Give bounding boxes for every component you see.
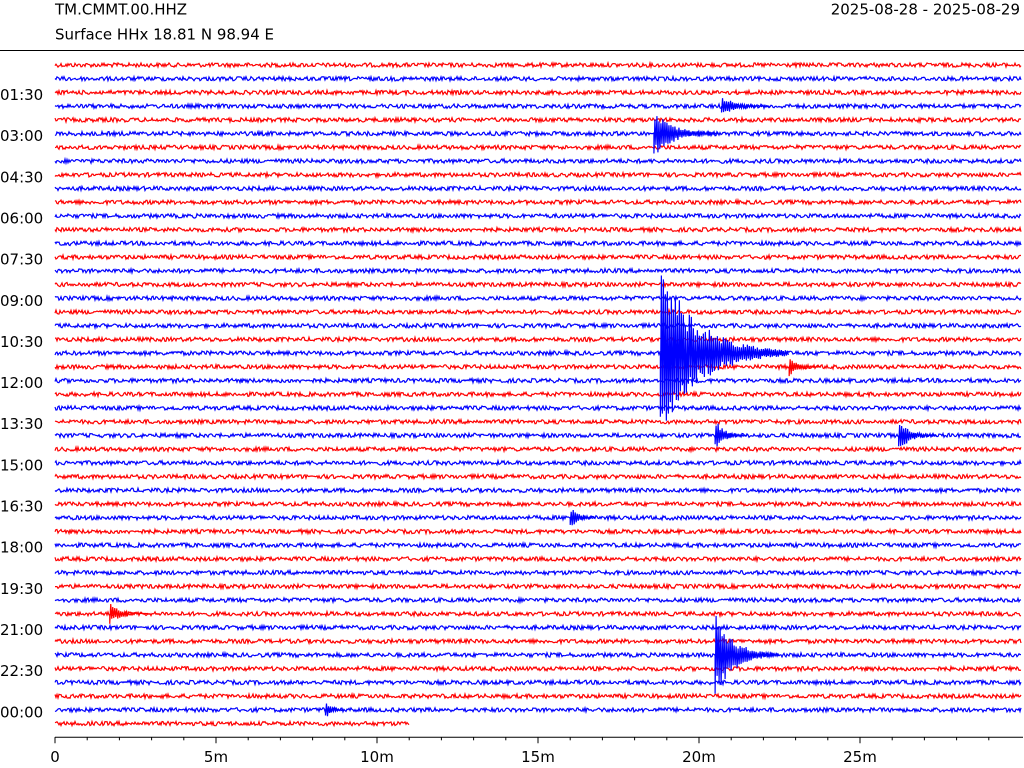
trace [54, 293, 1022, 303]
trace [54, 417, 1022, 426]
trace [54, 211, 1022, 221]
trace [55, 335, 1022, 344]
y-tick-label: 22:30 [0, 662, 43, 680]
trace [54, 376, 1022, 385]
trace [54, 719, 410, 728]
y-tick-label: 06:00 [0, 209, 43, 227]
trace [54, 362, 1022, 372]
trace [54, 513, 1022, 523]
trace [54, 664, 1022, 673]
seismic-event [324, 703, 345, 717]
trace [54, 389, 1022, 399]
y-tick-label: 12:00 [0, 374, 43, 392]
x-tick-label: 15m [521, 748, 555, 766]
trace [54, 458, 1022, 468]
y-tick-label: 13:30 [0, 415, 43, 433]
station-title: TM.CMMT.00.HHZ [54, 1, 187, 19]
trace [54, 568, 1022, 577]
trace [54, 115, 1022, 125]
seismic-event [714, 423, 748, 447]
x-tick-label: 0 [50, 748, 60, 766]
trace [54, 431, 1022, 440]
trace [54, 156, 1022, 166]
trace [54, 623, 1022, 632]
trace [54, 499, 1022, 509]
x-tick-label: 10m [360, 748, 394, 766]
trace [54, 540, 1022, 550]
trace [54, 691, 1022, 701]
y-tick-label: 01:30 [0, 86, 43, 104]
trace [54, 252, 1022, 262]
station-subtitle: Surface HHx 18.81 N 98.94 E [55, 26, 274, 44]
trace [54, 445, 1022, 454]
y-tick-label: 16:30 [0, 498, 43, 516]
trace [54, 678, 1022, 687]
y-tick-label: 19:30 [0, 580, 43, 598]
y-tick-label: 15:00 [0, 456, 43, 474]
trace [54, 239, 1022, 248]
x-tick-label: 25m [843, 748, 877, 766]
trace [54, 609, 1022, 619]
y-tick-label: 09:00 [0, 292, 43, 310]
trace [54, 307, 1022, 317]
y-tick-label: 07:30 [0, 251, 43, 269]
seismic-event [569, 509, 596, 526]
x-tick-label: 20m [682, 748, 716, 766]
trace [54, 266, 1022, 276]
trace [54, 102, 1022, 111]
x-tick-label: 5m [204, 748, 228, 766]
seismic-event [714, 615, 780, 694]
trace [54, 225, 1022, 235]
y-tick-label: 21:00 [0, 621, 43, 639]
trace [54, 554, 1022, 564]
trace [54, 485, 1022, 495]
trace [54, 472, 1022, 481]
trace [54, 527, 1022, 536]
trace [55, 582, 1022, 591]
trace [54, 650, 1022, 660]
trace [54, 88, 1022, 97]
y-tick-label: 04:30 [0, 168, 43, 186]
trace [54, 184, 1022, 193]
trace [54, 129, 1022, 138]
seismic-event [653, 116, 719, 154]
date-range: 2025-08-28 - 2025-08-29 [831, 1, 1020, 19]
trace [54, 170, 1022, 180]
trace [54, 74, 1022, 83]
trace [54, 280, 1022, 289]
trace [54, 143, 1022, 152]
trace [54, 705, 1022, 715]
y-tick-label: 03:00 [0, 127, 43, 145]
seismic-event [109, 603, 148, 624]
seismic-event [720, 98, 770, 113]
trace [54, 321, 1022, 331]
trace [54, 60, 1022, 70]
y-tick-label: 10:30 [0, 333, 43, 351]
trace [54, 403, 1022, 413]
trace [54, 595, 1022, 605]
trace [54, 197, 1022, 207]
seismic-event [659, 275, 789, 421]
y-tick-label: 00:00 [0, 703, 43, 721]
seismic-event [898, 424, 938, 447]
y-tick-label: 18:00 [0, 539, 43, 557]
seismic-event [788, 359, 822, 377]
trace [54, 636, 1022, 646]
trace [54, 348, 1022, 358]
